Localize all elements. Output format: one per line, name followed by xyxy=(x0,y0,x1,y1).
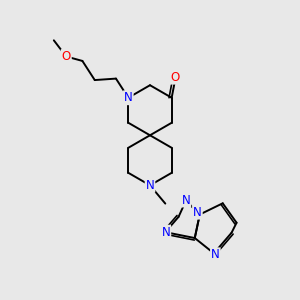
Text: O: O xyxy=(61,50,71,63)
Text: O: O xyxy=(170,70,179,84)
Text: N: N xyxy=(193,206,202,219)
Text: N: N xyxy=(124,91,133,104)
Text: N: N xyxy=(211,248,220,261)
Text: N: N xyxy=(161,226,170,239)
Text: N: N xyxy=(182,194,190,207)
Text: N: N xyxy=(146,179,154,192)
